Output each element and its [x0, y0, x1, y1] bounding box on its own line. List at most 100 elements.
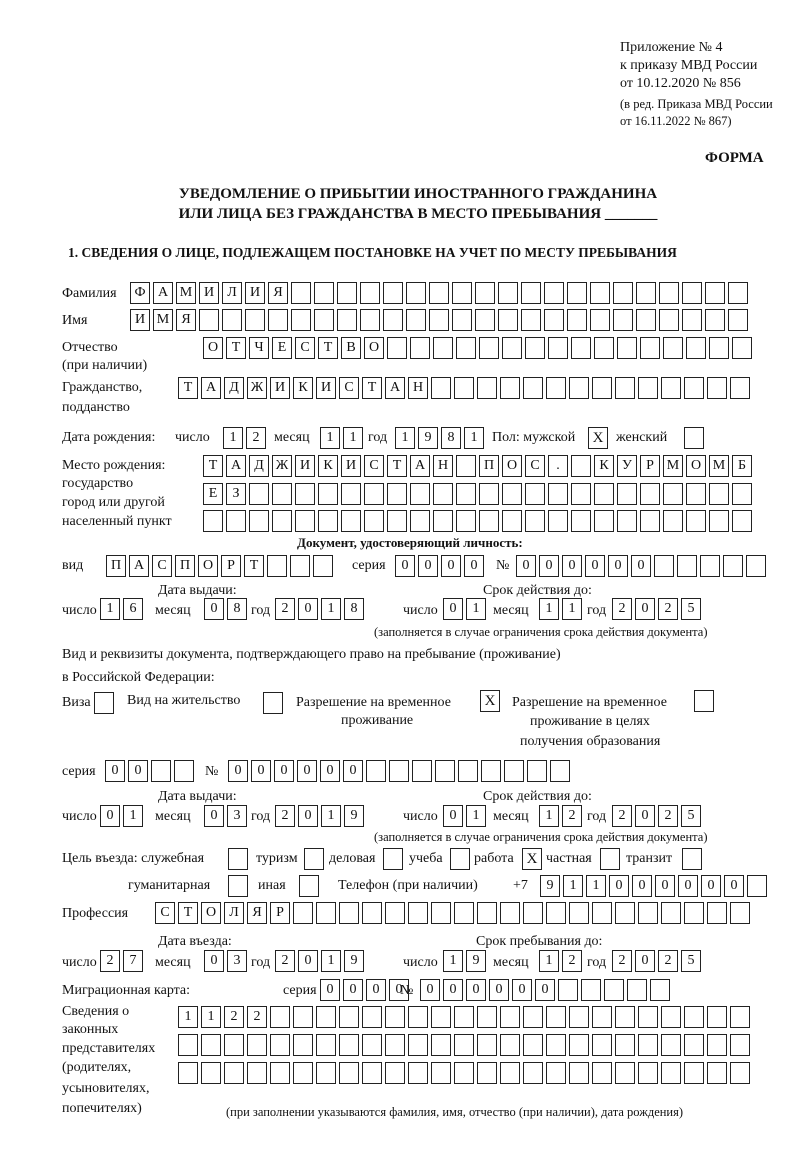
char-cell[interactable] [654, 555, 674, 577]
char-cell[interactable] [684, 1034, 704, 1056]
char-cell[interactable] [199, 309, 219, 331]
purpose-study-checkbox[interactable] [450, 848, 470, 870]
char-cell[interactable] [707, 902, 727, 924]
char-cell[interactable]: 0 [251, 760, 271, 782]
char-cell[interactable]: 1 [321, 805, 341, 827]
char-cell[interactable]: 2 [247, 1006, 267, 1028]
char-cell[interactable] [546, 1006, 566, 1028]
char-cell[interactable]: 0 [389, 979, 409, 1001]
char-cell[interactable]: 5 [681, 598, 701, 620]
char-cell[interactable] [523, 902, 543, 924]
char-cell[interactable]: Т [387, 455, 407, 477]
char-cell[interactable] [730, 1034, 750, 1056]
char-cell[interactable] [385, 1006, 405, 1028]
char-cell[interactable] [659, 282, 679, 304]
char-cell[interactable]: 0 [366, 979, 386, 1001]
char-cell[interactable] [567, 309, 587, 331]
char-cell[interactable]: 0 [655, 875, 675, 897]
char-cell[interactable] [730, 1006, 750, 1028]
char-cell[interactable]: 0 [105, 760, 125, 782]
char-cell[interactable] [366, 760, 386, 782]
char-cell[interactable] [504, 760, 524, 782]
char-cell[interactable] [410, 510, 430, 532]
char-cell[interactable] [387, 510, 407, 532]
char-cell[interactable]: 0 [343, 979, 363, 1001]
char-cell[interactable] [498, 282, 518, 304]
char-cell[interactable] [360, 282, 380, 304]
char-cell[interactable]: М [153, 309, 173, 331]
char-cell[interactable]: О [502, 455, 522, 477]
residence-checkbox[interactable] [263, 692, 283, 714]
char-cell[interactable] [686, 337, 706, 359]
char-cell[interactable]: 1 [395, 427, 415, 449]
char-cell[interactable] [525, 337, 545, 359]
char-cell[interactable]: У [617, 455, 637, 477]
char-cell[interactable] [410, 483, 430, 505]
char-cell[interactable] [709, 483, 729, 505]
char-cell[interactable]: Е [203, 483, 223, 505]
char-cell[interactable]: 0 [512, 979, 532, 1001]
char-cell[interactable] [268, 309, 288, 331]
char-cell[interactable] [613, 282, 633, 304]
char-cell[interactable]: 0 [297, 760, 317, 782]
char-cell[interactable]: 8 [227, 598, 247, 620]
char-cell[interactable] [408, 1062, 428, 1084]
purpose-official-checkbox[interactable] [228, 848, 248, 870]
char-cell[interactable] [387, 337, 407, 359]
char-cell[interactable] [479, 483, 499, 505]
char-cell[interactable] [730, 1062, 750, 1084]
char-cell[interactable]: Т [362, 377, 382, 399]
char-cell[interactable] [500, 902, 520, 924]
char-cell[interactable]: О [203, 337, 223, 359]
char-cell[interactable] [477, 1006, 497, 1028]
char-cell[interactable] [318, 483, 338, 505]
char-cell[interactable]: 0 [204, 950, 224, 972]
char-cell[interactable] [293, 1006, 313, 1028]
char-cell[interactable]: 0 [441, 555, 461, 577]
char-cell[interactable]: 1 [321, 950, 341, 972]
char-cell[interactable] [337, 309, 357, 331]
char-cell[interactable]: 0 [635, 598, 655, 620]
char-cell[interactable]: И [341, 455, 361, 477]
char-cell[interactable] [452, 282, 472, 304]
char-cell[interactable]: С [364, 455, 384, 477]
char-cell[interactable]: 2 [612, 950, 632, 972]
char-cell[interactable] [707, 1034, 727, 1056]
char-cell[interactable]: 1 [464, 427, 484, 449]
char-cell[interactable]: 3 [227, 950, 247, 972]
char-cell[interactable]: 0 [320, 760, 340, 782]
char-cell[interactable] [387, 483, 407, 505]
char-cell[interactable] [728, 309, 748, 331]
char-cell[interactable] [594, 337, 614, 359]
char-cell[interactable]: 0 [608, 555, 628, 577]
char-cell[interactable] [270, 1034, 290, 1056]
char-cell[interactable]: 1 [586, 875, 606, 897]
char-cell[interactable] [293, 1034, 313, 1056]
char-cell[interactable] [617, 337, 637, 359]
char-cell[interactable] [477, 1034, 497, 1056]
char-cell[interactable]: 0 [100, 805, 120, 827]
char-cell[interactable]: 0 [443, 598, 463, 620]
char-cell[interactable] [295, 510, 315, 532]
char-cell[interactable]: 0 [443, 805, 463, 827]
char-cell[interactable] [454, 902, 474, 924]
char-cell[interactable] [525, 483, 545, 505]
char-cell[interactable] [222, 309, 242, 331]
char-cell[interactable] [477, 902, 497, 924]
char-cell[interactable]: К [594, 455, 614, 477]
char-cell[interactable] [527, 760, 547, 782]
char-cell[interactable] [650, 979, 670, 1001]
char-cell[interactable] [567, 282, 587, 304]
char-cell[interactable]: Д [224, 377, 244, 399]
char-cell[interactable]: 0 [395, 555, 415, 577]
char-cell[interactable] [636, 309, 656, 331]
char-cell[interactable] [663, 483, 683, 505]
